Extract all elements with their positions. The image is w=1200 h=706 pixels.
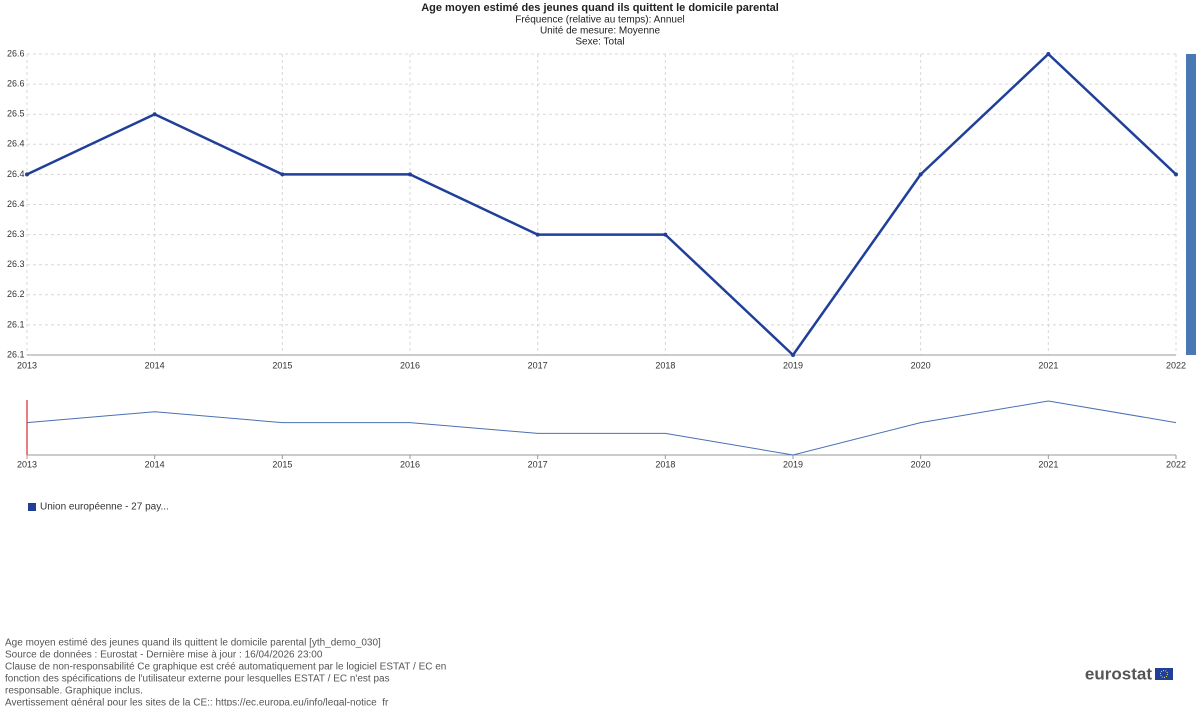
navigator-x-label: 2017 (528, 459, 548, 469)
legend-label: Union européenne - 27 pay... (40, 502, 169, 513)
point (1046, 52, 1051, 56)
chart-title: Age moyen estimé des jeunes quand ils qu… (421, 2, 779, 14)
y-tick-label: 26.6 (7, 48, 25, 58)
y-tick-label: 26.4 (7, 169, 25, 179)
series-line (26, 52, 1177, 357)
footer-line: fonction des spécifications de l'utilisa… (5, 674, 390, 685)
point (791, 353, 795, 357)
point (408, 172, 412, 177)
x-tick-label: 2016 (400, 360, 420, 370)
y-tick-label: 26.6 (7, 78, 25, 88)
y-tick-label: 26.3 (7, 229, 25, 239)
navigator-x-label: 2015 (272, 459, 292, 469)
navigator-x-label: 2013 (17, 459, 37, 469)
x-tick-label: 2021 (1038, 360, 1058, 370)
point (535, 232, 540, 237)
y-tick-label: 26.1 (7, 319, 25, 329)
y-tick-label: 26.3 (7, 259, 25, 269)
navigator-x-label: 2022 (1166, 459, 1186, 469)
point (25, 172, 29, 177)
x-tick-label: 2014 (145, 360, 165, 370)
footer-line: Avertissement général pour les sites de … (5, 698, 389, 706)
navigator-x-label: 2019 (783, 459, 803, 469)
point (280, 172, 285, 177)
logo: eurostat (1085, 664, 1152, 683)
x-tick-label: 2015 (272, 360, 292, 370)
y-tick-label: 26.4 (7, 199, 25, 209)
x-tick-label: 2022 (1166, 360, 1186, 370)
x-tick-label: 2017 (528, 360, 548, 370)
navigator-x-label: 2021 (1038, 459, 1058, 469)
point (663, 232, 668, 237)
y-tick-label: 26.2 (7, 289, 25, 299)
subtitle: Fréquence (relative au temps): Annuel (515, 15, 685, 26)
eu-stars (1160, 670, 1168, 678)
footer-line: Source de données : Eurostat - Dernière … (5, 650, 323, 661)
legend-swatch (28, 503, 36, 511)
footer-line: responsable. Graphique inclus. (5, 686, 143, 697)
y-tick-label: 26.5 (7, 109, 25, 119)
point (1174, 172, 1178, 177)
x-tick-label: 2020 (911, 360, 931, 370)
navigator-x-label: 2014 (145, 459, 165, 469)
navigator-line (26, 400, 1177, 456)
y-tick-label: 26.1 (7, 349, 25, 359)
eu-flag (1155, 668, 1173, 680)
y-tick-label: 26.4 (7, 139, 25, 149)
navigator-x-label: 2018 (655, 459, 675, 469)
point (152, 112, 157, 117)
subtitle: Sexe: Total (575, 37, 624, 48)
x-tick-label: 2013 (17, 360, 37, 370)
x-tick-label: 2019 (783, 360, 803, 370)
navigator-x-label: 2020 (911, 459, 931, 469)
footer-line: Clause de non-responsabilité Ce graphiqu… (5, 662, 446, 673)
x-tick-label: 2018 (655, 360, 675, 370)
navigator-x-label: 2016 (400, 459, 420, 469)
subtitle: Unité de mesure: Moyenne (540, 26, 661, 37)
scrollbar[interactable] (1186, 54, 1196, 355)
point (918, 172, 923, 177)
footer-line: Age moyen estimé des jeunes quand ils qu… (5, 638, 381, 649)
